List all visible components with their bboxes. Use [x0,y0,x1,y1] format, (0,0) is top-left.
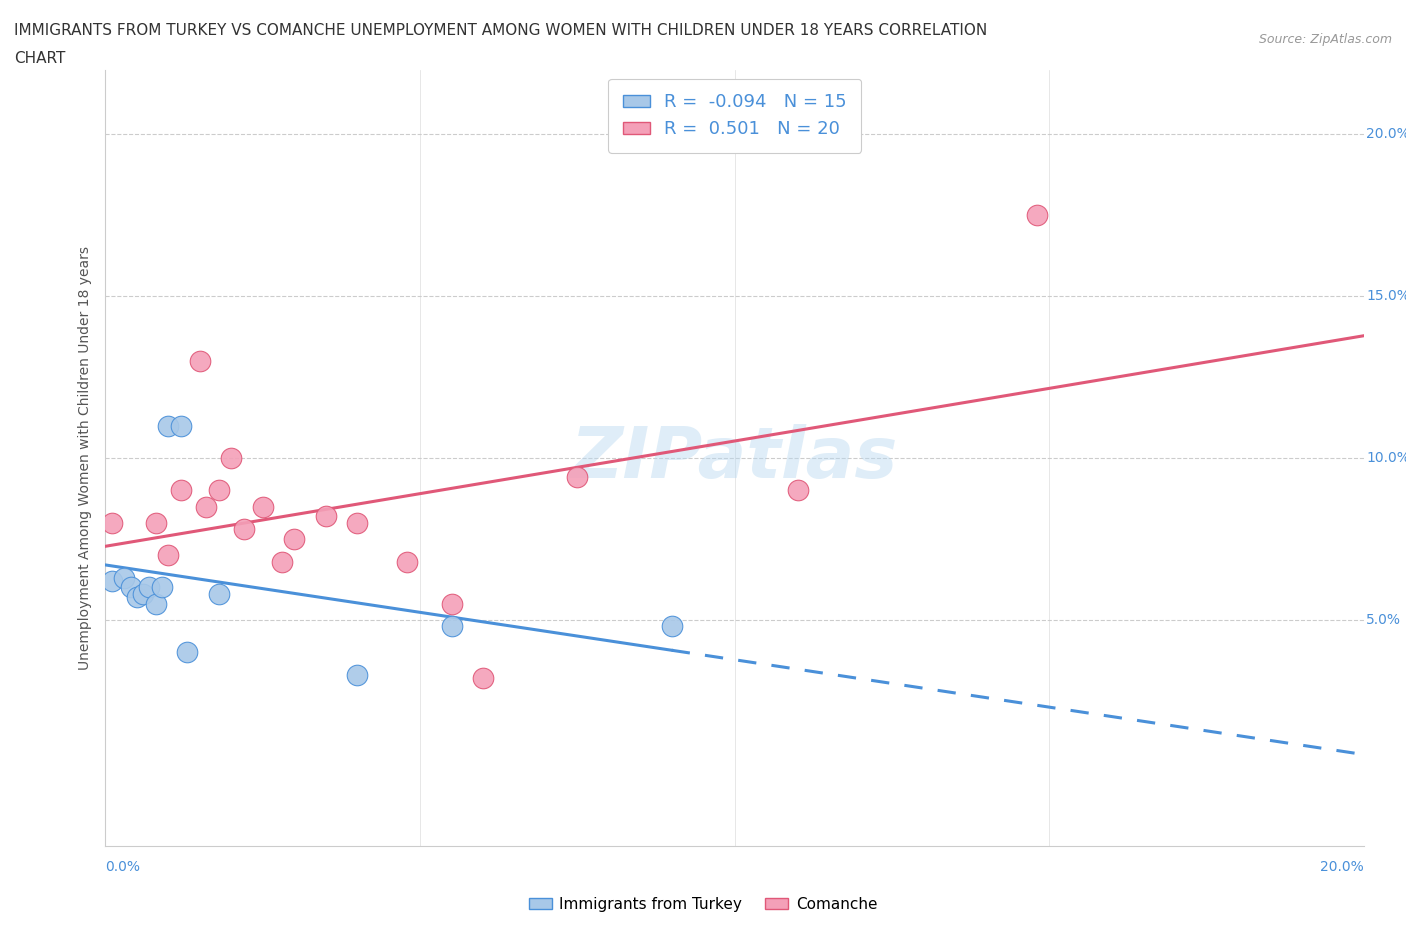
Point [440,618,463,633]
Point [157,418,180,433]
Text: 15.0%: 15.0% [1367,289,1406,303]
Point [208,483,231,498]
Point [396,554,419,569]
Point [176,644,198,659]
Point [138,580,160,595]
Point [440,596,463,611]
Point [567,470,589,485]
Point [471,671,495,685]
Point [315,509,337,524]
Point [188,353,211,368]
Text: 10.0%: 10.0% [1367,451,1406,465]
Text: 5.0%: 5.0% [1367,613,1402,627]
Point [100,574,122,589]
Point [120,580,142,595]
Y-axis label: Unemployment Among Women with Children Under 18 years: Unemployment Among Women with Children U… [77,246,91,670]
Point [157,548,180,563]
Point [786,483,808,498]
Point [270,554,292,569]
Text: 20.0%: 20.0% [1367,127,1406,141]
Point [150,580,173,595]
Point [232,522,254,537]
Text: 0.0%: 0.0% [105,860,141,874]
Point [145,515,167,530]
Point [145,596,167,611]
Point [208,587,231,602]
Point [252,499,274,514]
Point [170,418,193,433]
Point [170,483,193,498]
Point [661,618,683,633]
Point [219,451,242,466]
Text: CHART: CHART [14,51,66,66]
Point [346,668,368,683]
Point [132,587,155,602]
Legend: R =  -0.094   N = 15, R =  0.501   N = 20: R = -0.094 N = 15, R = 0.501 N = 20 [609,79,860,153]
Point [112,570,135,585]
Point [100,515,122,530]
Point [195,499,218,514]
Point [125,590,148,604]
Legend: Immigrants from Turkey, Comanche: Immigrants from Turkey, Comanche [523,891,883,918]
Point [283,531,305,546]
Text: IMMIGRANTS FROM TURKEY VS COMANCHE UNEMPLOYMENT AMONG WOMEN WITH CHILDREN UNDER : IMMIGRANTS FROM TURKEY VS COMANCHE UNEMP… [14,23,987,38]
Text: Source: ZipAtlas.com: Source: ZipAtlas.com [1258,33,1392,46]
Point [346,515,368,530]
Point [1025,208,1047,223]
Text: ZIPatlas: ZIPatlas [571,423,898,493]
Text: 20.0%: 20.0% [1320,860,1364,874]
